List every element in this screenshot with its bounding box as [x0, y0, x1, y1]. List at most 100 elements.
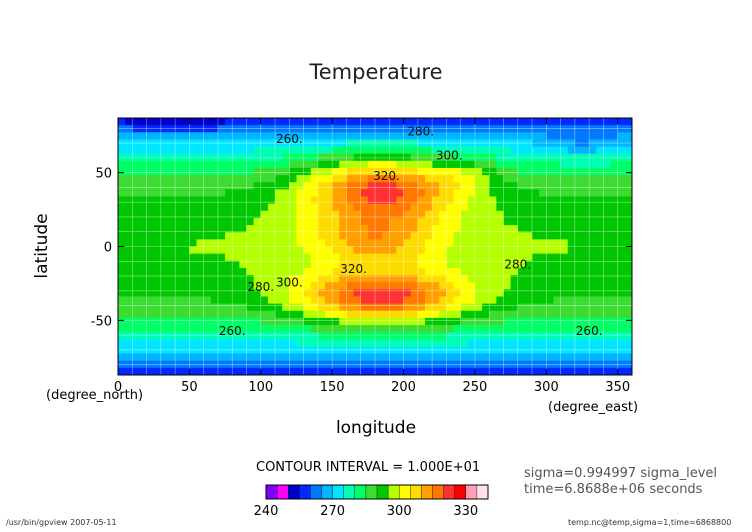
heatmap-cell — [217, 217, 226, 226]
footer-right: temp.nc@temp,sigma=1,time=6868800 — [568, 518, 732, 527]
heatmap-cell — [375, 196, 383, 205]
heatmap-cell — [582, 210, 590, 219]
heatmap-cell — [546, 196, 555, 205]
heatmap-cell — [503, 210, 512, 219]
heatmap-cell — [553, 282, 562, 290]
heatmap-cell — [303, 118, 312, 126]
heatmap-cell — [389, 282, 398, 290]
colorbar-swatch — [288, 484, 300, 500]
heatmap-cell — [289, 289, 298, 298]
heatmap-cell — [203, 217, 212, 226]
heatmap-cell — [246, 189, 255, 198]
heatmap-cell — [118, 353, 126, 362]
heatmap-cell — [546, 303, 555, 312]
heatmap-cell — [489, 275, 497, 283]
heatmap-cell — [624, 325, 632, 333]
heatmap-cell — [196, 153, 205, 162]
heatmap-cell — [296, 182, 305, 190]
heatmap-cell — [539, 175, 547, 183]
heatmap-cell — [532, 317, 540, 326]
heatmap-cell — [446, 217, 455, 226]
heatmap-cell — [160, 339, 169, 348]
heatmap-cell — [610, 196, 619, 205]
heatmap-cell — [546, 267, 555, 276]
heatmap-cell — [489, 182, 497, 190]
heatmap-cell — [624, 267, 632, 276]
heatmap-cell — [389, 132, 398, 141]
heatmap-cell — [367, 260, 376, 269]
heatmap-cell — [182, 246, 190, 255]
heatmap-cell — [153, 203, 162, 212]
heatmap-cell — [532, 289, 540, 298]
heatmap-cell — [139, 353, 148, 362]
heatmap-cell — [424, 225, 433, 233]
heatmap-cell — [146, 317, 155, 326]
heatmap-cell — [375, 275, 383, 283]
heatmap-cell — [560, 367, 569, 375]
heatmap-cell — [360, 210, 369, 219]
heatmap-cell — [582, 260, 590, 269]
heatmap-cell — [246, 332, 255, 340]
heatmap-cell — [574, 353, 583, 362]
heatmap-cell — [360, 167, 369, 176]
heatmap-cell — [496, 317, 505, 326]
heatmap-cell — [503, 275, 512, 283]
heatmap-cell — [146, 325, 155, 333]
heatmap-cell — [482, 160, 490, 169]
heatmap-cell — [360, 125, 369, 133]
heatmap-cell — [225, 239, 233, 248]
heatmap-cell — [489, 367, 497, 375]
heatmap-cell — [210, 317, 219, 326]
heatmap-cell — [260, 282, 269, 290]
heatmap-cell — [574, 175, 583, 183]
heatmap-cell — [153, 267, 162, 276]
heatmap-cell — [310, 303, 319, 312]
heatmap-cell — [146, 232, 155, 240]
heatmap-cell — [603, 353, 612, 362]
heatmap-cell — [296, 239, 305, 248]
heatmap-cell — [539, 282, 547, 290]
heatmap-cell — [410, 217, 419, 226]
heatmap-cell — [460, 232, 469, 240]
heatmap-cell — [596, 125, 605, 133]
heatmap-cell — [517, 282, 526, 290]
heatmap-cell — [339, 146, 348, 155]
heatmap-cell — [153, 260, 162, 269]
heatmap-cell — [132, 203, 141, 212]
heatmap-cell — [446, 317, 455, 326]
heatmap-cell — [439, 210, 447, 219]
heatmap-cell — [267, 325, 276, 333]
heatmap-cell — [118, 118, 126, 126]
heatmap-cell — [410, 332, 419, 340]
heatmap-cell — [517, 146, 526, 155]
heatmap-cell — [539, 325, 547, 333]
heatmap-cell — [232, 246, 240, 255]
heatmap-cell — [289, 296, 298, 305]
heatmap-cell — [139, 260, 148, 269]
heatmap-cell — [282, 203, 290, 212]
heatmap-cell — [417, 310, 426, 319]
heatmap-cell — [432, 246, 440, 255]
heatmap-cell — [375, 153, 383, 162]
heatmap-cell — [339, 217, 348, 226]
heatmap-cell — [432, 332, 440, 340]
heatmap-cell — [589, 317, 597, 326]
heatmap-cell — [289, 189, 298, 198]
heatmap-cell — [339, 332, 348, 340]
heatmap-cell — [118, 153, 126, 162]
heatmap-cell — [510, 239, 519, 248]
heatmap-cell — [232, 275, 240, 283]
heatmap-cell — [474, 346, 483, 355]
heatmap-cell — [510, 175, 519, 183]
heatmap-cell — [567, 310, 576, 319]
heatmap-cell — [189, 239, 198, 248]
heatmap-cell — [589, 125, 597, 133]
heatmap-cell — [503, 353, 512, 362]
heatmap-cell — [517, 182, 526, 190]
heatmap-cell — [253, 160, 262, 169]
heatmap-cell — [210, 203, 219, 212]
heatmap-cell — [332, 325, 340, 333]
heatmap-cell — [275, 225, 283, 233]
heatmap-cell — [624, 210, 632, 219]
heatmap-cell — [389, 125, 398, 133]
